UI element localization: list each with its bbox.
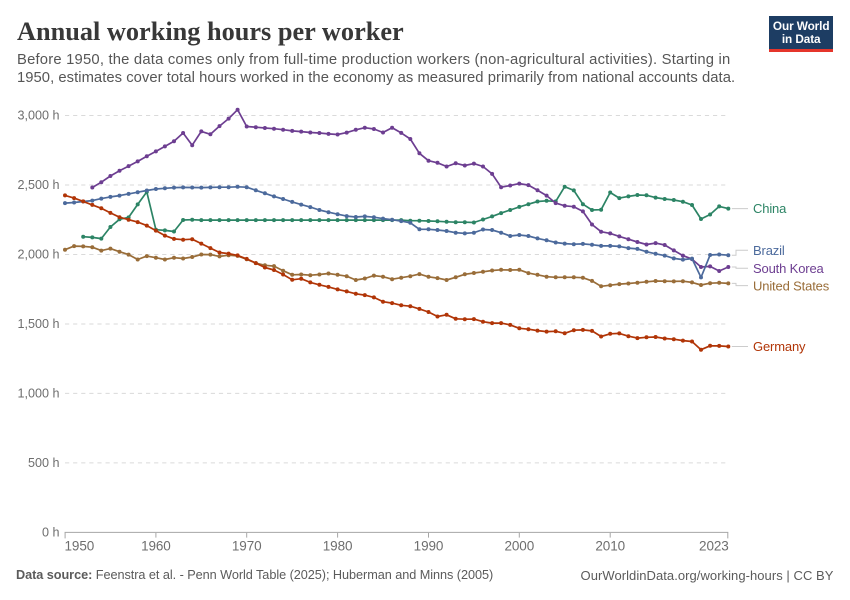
svg-text:500 h: 500 h xyxy=(28,456,60,470)
svg-text:2,000 h: 2,000 h xyxy=(17,248,59,262)
svg-text:1960: 1960 xyxy=(141,539,171,554)
svg-text:1970: 1970 xyxy=(232,539,262,554)
svg-text:3,000 h: 3,000 h xyxy=(17,109,59,123)
svg-text:2000: 2000 xyxy=(504,539,534,554)
svg-text:1980: 1980 xyxy=(323,539,353,554)
svg-text:2023: 2023 xyxy=(699,539,729,554)
svg-text:2010: 2010 xyxy=(595,539,625,554)
svg-text:2,500 h: 2,500 h xyxy=(17,178,59,192)
svg-text:United States: United States xyxy=(753,278,830,293)
svg-text:1950: 1950 xyxy=(65,539,95,554)
svg-text:1,500 h: 1,500 h xyxy=(17,317,59,331)
svg-text:0 h: 0 h xyxy=(42,525,60,539)
svg-text:China: China xyxy=(753,201,787,216)
svg-text:1,000 h: 1,000 h xyxy=(17,386,59,400)
svg-text:Brazil: Brazil xyxy=(753,243,785,258)
svg-text:South Korea: South Korea xyxy=(753,261,825,276)
svg-text:Germany: Germany xyxy=(753,339,806,354)
svg-text:1990: 1990 xyxy=(414,539,444,554)
